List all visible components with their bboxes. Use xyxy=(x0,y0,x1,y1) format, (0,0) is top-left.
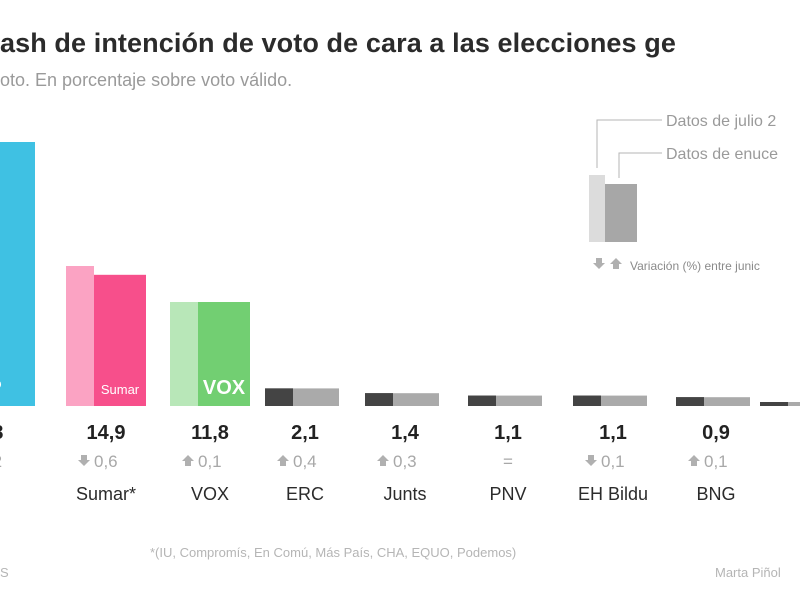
legend-label-curr: Datos de enuce xyxy=(666,146,778,163)
bar-curr-p xyxy=(0,142,35,406)
variation-label-junts: 0,3 xyxy=(393,452,417,471)
up-arrow-icon-vox xyxy=(182,455,194,466)
legend-swatch-curr xyxy=(605,184,637,242)
legend-leader-prev xyxy=(596,119,662,168)
left-edge-text: S xyxy=(0,565,9,580)
bar-curr-pnv xyxy=(496,395,542,406)
variation-label-erc: 0,4 xyxy=(293,452,317,471)
category-label-bng: BNG xyxy=(696,484,735,504)
value-label-p: ,8 xyxy=(0,422,3,444)
up-arrow-icon-erc xyxy=(277,455,289,466)
bar-prev-erc xyxy=(265,388,293,406)
legend: Datos de julio 2 Datos de enuce Variació… xyxy=(589,113,778,273)
category-label-pnv: PNV xyxy=(489,484,526,504)
value-label-bng: 0,9 xyxy=(702,422,730,444)
bar-prev-bng xyxy=(676,397,704,406)
category-label-junts: Junts xyxy=(383,484,426,504)
value-label-junts: 1,4 xyxy=(391,422,420,444)
legend-variation-label: Variación (%) entre junic xyxy=(630,259,760,273)
bar-prev-vox xyxy=(170,302,198,406)
down-arrow-icon-sumar xyxy=(78,455,90,466)
value-label-pnv: 1,1 xyxy=(494,422,522,444)
variation-label-pnv: = xyxy=(503,452,513,471)
legend-label-prev: Datos de julio 2 xyxy=(666,113,776,130)
bar-prev-pnv xyxy=(468,395,496,406)
value-label-vox: 11,8 xyxy=(191,422,229,444)
variation-label-p: ,2 xyxy=(0,452,2,471)
bar-curr-bng xyxy=(704,397,750,406)
variation-label-eh-bildu: 0,1 xyxy=(601,452,625,471)
bar-curr-eh-bildu xyxy=(601,395,647,406)
legend-up-arrow-icon xyxy=(610,258,622,269)
variation-label-bng: 0,1 xyxy=(704,452,728,471)
down-arrow-icon-eh-bildu xyxy=(585,455,597,466)
category-label-p: P xyxy=(0,484,1,504)
bar-curr-item-8 xyxy=(788,402,800,406)
category-label-vox: VOX xyxy=(191,484,229,504)
footnote: *(IU, Compromís, En Comú, Más País, CHA,… xyxy=(150,545,516,560)
label-group: P ,8 ,2 P Sumar 14,9 0,6 Sumar* VOX 11,8 0,1 VOX 2,1… xyxy=(0,377,736,504)
bar-curr-erc xyxy=(293,388,339,406)
value-label-erc: 2,1 xyxy=(291,422,319,444)
bar-curr-junts xyxy=(393,393,439,406)
party-logo-sumar: Sumar xyxy=(101,382,140,397)
value-label-sumar: 14,9 xyxy=(87,422,126,444)
bar-prev-eh-bildu xyxy=(573,395,601,406)
category-label-sumar: Sumar* xyxy=(76,484,136,504)
up-arrow-icon-bng xyxy=(688,455,700,466)
variation-label-sumar: 0,6 xyxy=(94,452,118,471)
bar-prev-sumar xyxy=(66,266,94,406)
category-label-eh-bildu: EH Bildu xyxy=(578,484,648,504)
value-label-eh-bildu: 1,1 xyxy=(599,422,627,444)
legend-down-arrow-icon xyxy=(593,258,605,269)
chart-title: ash de intención de voto de cara a las e… xyxy=(0,28,676,58)
bar-group xyxy=(0,142,800,406)
party-logo-vox: VOX xyxy=(203,377,246,399)
up-arrow-icon-junts xyxy=(377,455,389,466)
party-logo-p: P xyxy=(0,377,2,399)
legend-swatch-prev xyxy=(589,175,605,242)
chart-subtitle: oto. En porcentaje sobre voto válido. xyxy=(0,70,293,90)
legend-leader-curr xyxy=(618,152,662,178)
bar-curr-vox xyxy=(198,302,250,406)
variation-label-vox: 0,1 xyxy=(198,452,222,471)
bar-prev-item-8 xyxy=(760,402,788,406)
category-label-erc: ERC xyxy=(286,484,324,504)
bar-prev-junts xyxy=(365,393,393,406)
author-credit: Marta Piñol xyxy=(715,565,781,580)
bar-curr-sumar xyxy=(94,274,146,406)
